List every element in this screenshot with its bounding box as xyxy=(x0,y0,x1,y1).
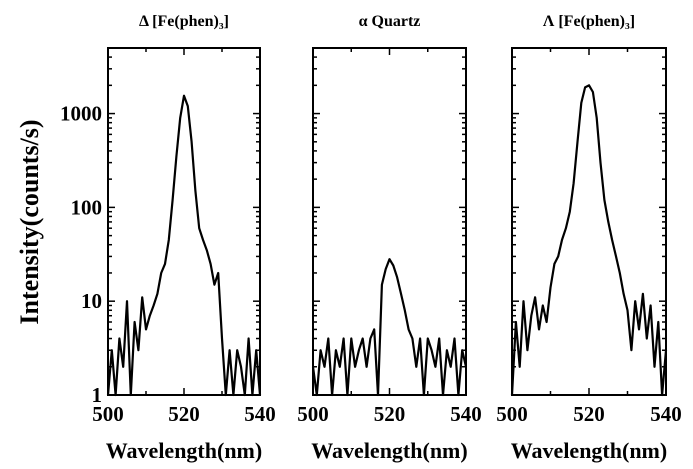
x-axis-label-left: Wavelength(nm) xyxy=(106,438,262,463)
x-axis-label-middle: Wavelength(nm) xyxy=(311,438,467,463)
x-axis-label-right: Wavelength(nm) xyxy=(511,438,667,463)
x-tick-label-middle-520: 520 xyxy=(374,402,406,426)
x-tick-label-left-540: 540 xyxy=(244,402,276,426)
x-tick-label-right-520: 520 xyxy=(573,402,605,426)
panel-title-right: Λ [Fe(phen)₃] xyxy=(543,13,635,30)
x-tick-label-middle-500: 500 xyxy=(297,402,329,426)
x-tick-label-right-540: 540 xyxy=(650,402,682,426)
panel-title-middle: α Quartz xyxy=(359,13,421,30)
y-tick-label-100: 100 xyxy=(71,195,103,219)
panel-title-left: Δ [Fe(phen)₃] xyxy=(139,13,229,30)
plot-frame-middle xyxy=(312,47,467,396)
series-line-right xyxy=(510,84,668,397)
y-tick-label-1: 1 xyxy=(92,383,103,407)
y-axis-label: Intensity(counts/s) xyxy=(15,119,44,324)
x-tick-label-left-520: 520 xyxy=(168,402,200,426)
x-tick-label-right-500: 500 xyxy=(496,402,528,426)
x-tick-label-middle-540: 540 xyxy=(450,402,482,426)
plot-frame-right xyxy=(511,47,667,396)
y-tick-label-1000: 1000 xyxy=(60,102,102,126)
series-line-left xyxy=(106,94,262,397)
x-tick-label-left-500: 500 xyxy=(92,402,124,426)
series-line-middle xyxy=(311,258,468,397)
y-tick-label-10: 10 xyxy=(81,289,102,313)
